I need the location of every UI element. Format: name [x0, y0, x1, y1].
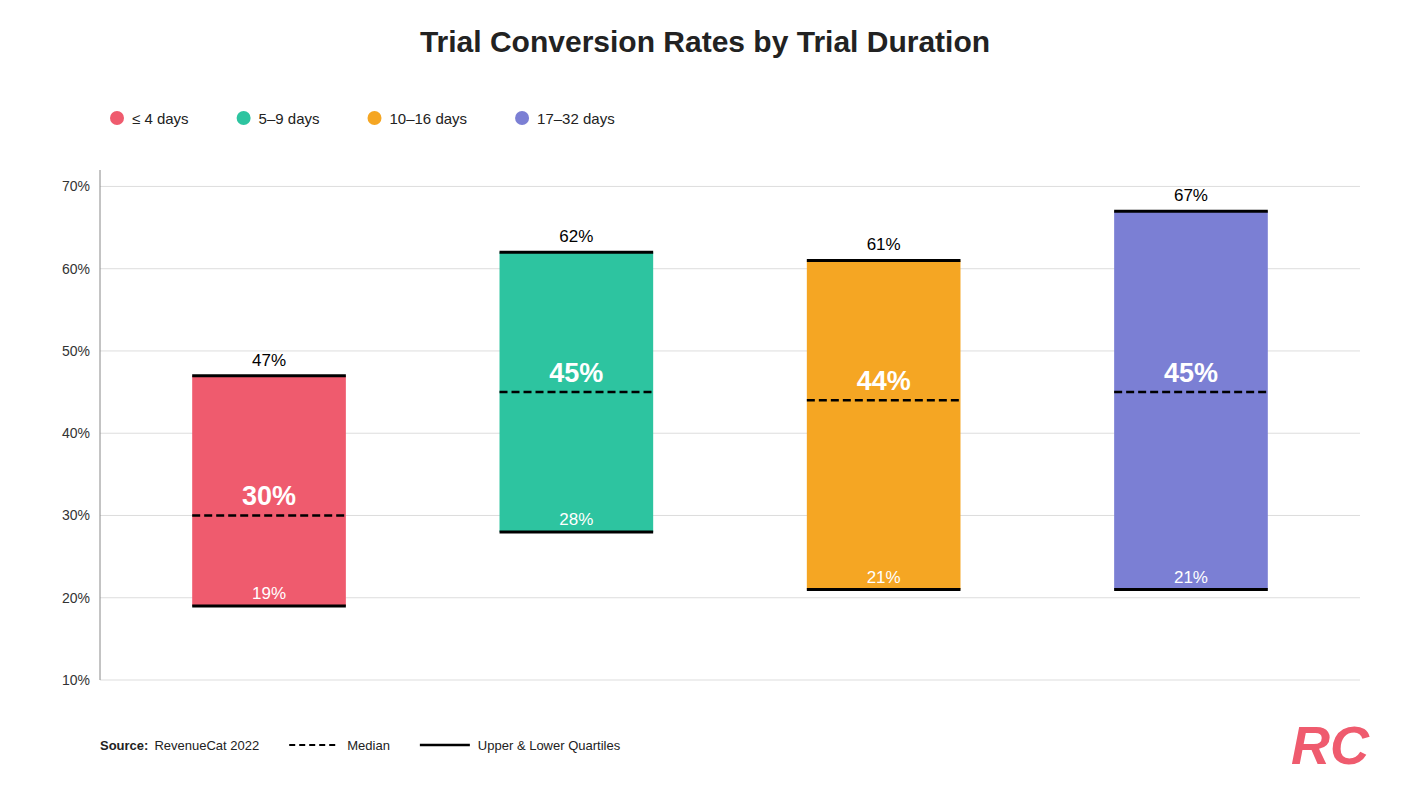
box	[1114, 211, 1268, 589]
y-tick-label: 70%	[62, 178, 90, 194]
annotation: Source:	[100, 738, 148, 753]
upper-quartile-line	[1114, 210, 1268, 213]
median-line	[192, 514, 346, 517]
box	[807, 260, 961, 589]
y-tick-label: 10%	[62, 672, 90, 688]
background	[0, 0, 1410, 793]
key-median-line	[289, 744, 339, 746]
grid-line	[100, 680, 1360, 681]
lower-label: 19%	[252, 584, 286, 603]
upper-label: 67%	[1174, 186, 1208, 205]
legend-marker	[110, 111, 124, 125]
lower-label: 21%	[1174, 568, 1208, 587]
upper-quartile-line	[500, 251, 654, 254]
lower-label: 28%	[559, 510, 593, 529]
legend-marker	[368, 111, 382, 125]
upper-label: 61%	[867, 235, 901, 254]
key-quartile-line	[420, 744, 470, 747]
median-label: 30%	[242, 481, 296, 511]
median-line	[1114, 391, 1268, 394]
lower-quartile-line	[1114, 588, 1268, 591]
median-line	[500, 391, 654, 394]
lower-label: 21%	[867, 568, 901, 587]
box	[192, 376, 346, 606]
median-line	[807, 399, 961, 402]
y-axis-line	[100, 170, 101, 680]
annotation: Median	[347, 738, 390, 753]
chart: Trial Conversion Rates by Trial Duration…	[0, 0, 1410, 793]
legend-marker	[237, 111, 251, 125]
legend-label: 17–32 days	[537, 110, 615, 127]
lower-quartile-line	[192, 604, 346, 607]
grid-line	[100, 186, 1360, 187]
upper-label: 47%	[252, 351, 286, 370]
legend-marker	[515, 111, 529, 125]
legend-label: ≤ 4 days	[132, 110, 189, 127]
lower-quartile-line	[500, 530, 654, 533]
annotation: RevenueCat 2022	[154, 738, 259, 753]
y-tick-label: 40%	[62, 425, 90, 441]
logo: RC	[1291, 715, 1370, 775]
legend-label: 10–16 days	[390, 110, 468, 127]
upper-label: 62%	[559, 227, 593, 246]
median-label: 44%	[857, 366, 911, 396]
median-label: 45%	[1164, 358, 1218, 388]
data-labels: 47% 30% 19% 62% 45% 28% 61% 44% 21% 67% 45% 21%	[242, 186, 1218, 603]
title: Trial Conversion Rates by Trial Duration	[420, 25, 990, 58]
y-tick-label: 20%	[62, 590, 90, 606]
legend-label: 5–9 days	[259, 110, 320, 127]
upper-quartile-line	[807, 259, 961, 262]
y-tick-label: 30%	[62, 507, 90, 523]
median-label: 45%	[549, 358, 603, 388]
box	[500, 252, 654, 532]
y-tick-label: 50%	[62, 343, 90, 359]
y-tick-label: 60%	[62, 261, 90, 277]
lower-quartile-line	[807, 588, 961, 591]
annotation: Upper & Lower Quartiles	[478, 738, 621, 753]
marks	[192, 211, 1268, 606]
grid	[100, 186, 1360, 680]
upper-quartile-line	[192, 374, 346, 377]
